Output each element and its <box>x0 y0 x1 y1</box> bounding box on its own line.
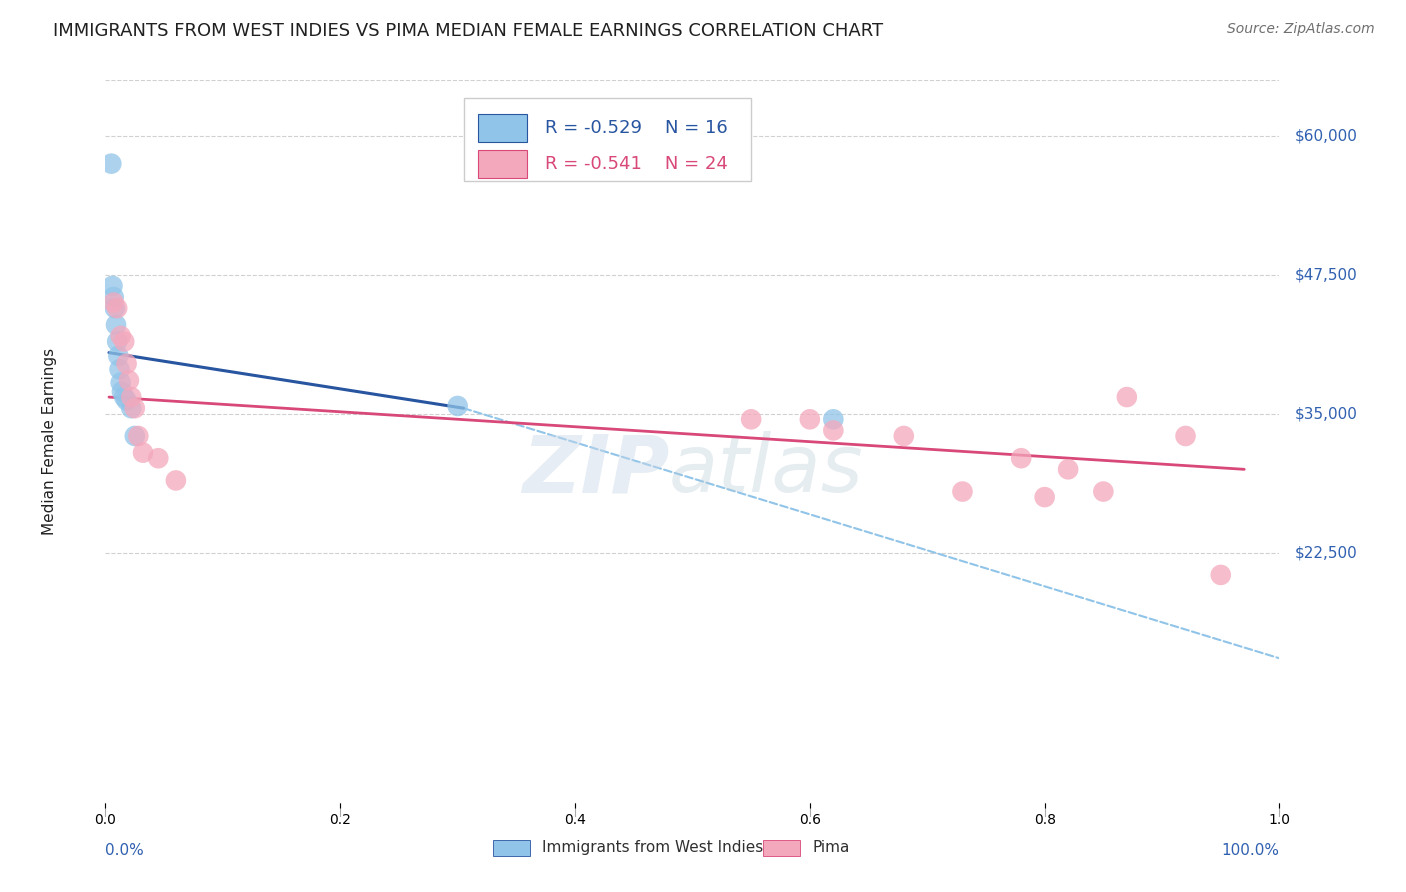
Point <box>893 429 915 443</box>
Bar <box>478 114 527 142</box>
Point <box>823 412 845 426</box>
Point <box>1174 429 1197 443</box>
Bar <box>478 151 527 178</box>
Point <box>105 301 128 315</box>
Point <box>110 329 132 343</box>
Point <box>148 451 170 466</box>
Text: R = -0.529    N = 16: R = -0.529 N = 16 <box>544 119 727 137</box>
Point <box>100 156 122 170</box>
Point <box>1092 484 1115 499</box>
Text: atlas: atlas <box>669 432 863 509</box>
Point <box>740 412 762 426</box>
Text: R = -0.541    N = 24: R = -0.541 N = 24 <box>544 155 727 173</box>
Text: Immigrants from West Indies: Immigrants from West Indies <box>543 840 763 855</box>
Text: IMMIGRANTS FROM WEST INDIES VS PIMA MEDIAN FEMALE EARNINGS CORRELATION CHART: IMMIGRANTS FROM WEST INDIES VS PIMA MEDI… <box>53 22 883 40</box>
Point <box>120 390 142 404</box>
Text: Source: ZipAtlas.com: Source: ZipAtlas.com <box>1227 22 1375 37</box>
Point <box>823 424 845 438</box>
Point <box>1033 490 1056 504</box>
Point <box>124 401 146 416</box>
Point <box>108 362 131 376</box>
Text: $22,500: $22,500 <box>1295 545 1357 560</box>
Point <box>104 301 127 315</box>
Point <box>112 390 135 404</box>
Text: Pima: Pima <box>813 840 849 855</box>
Text: $60,000: $60,000 <box>1295 128 1358 144</box>
Point <box>110 376 132 390</box>
Point <box>127 429 149 443</box>
Point <box>165 474 187 488</box>
Text: ZIP: ZIP <box>522 432 669 509</box>
Text: 100.0%: 100.0% <box>1222 843 1279 857</box>
Point <box>132 445 155 459</box>
Bar <box>763 839 800 855</box>
Text: 0.0%: 0.0% <box>105 843 145 857</box>
Point <box>105 318 128 332</box>
Bar <box>494 839 530 855</box>
Text: Median Female Earnings: Median Female Earnings <box>42 348 56 535</box>
Point <box>115 393 138 408</box>
Point <box>103 290 125 304</box>
Point <box>120 401 142 416</box>
Point <box>952 484 974 499</box>
Point <box>118 373 141 387</box>
Point <box>111 384 134 399</box>
FancyBboxPatch shape <box>464 98 751 181</box>
Point <box>1057 462 1080 476</box>
Point <box>105 334 128 349</box>
Point <box>799 412 821 426</box>
Text: $35,000: $35,000 <box>1295 406 1358 421</box>
Point <box>103 295 125 310</box>
Point <box>1209 568 1232 582</box>
Point <box>124 429 146 443</box>
Text: $47,500: $47,500 <box>1295 268 1357 282</box>
Point <box>107 349 129 363</box>
Point <box>112 334 135 349</box>
Point <box>1010 451 1032 466</box>
Point <box>1115 390 1137 404</box>
Point <box>101 279 124 293</box>
Point <box>447 399 470 413</box>
Point <box>115 357 138 371</box>
